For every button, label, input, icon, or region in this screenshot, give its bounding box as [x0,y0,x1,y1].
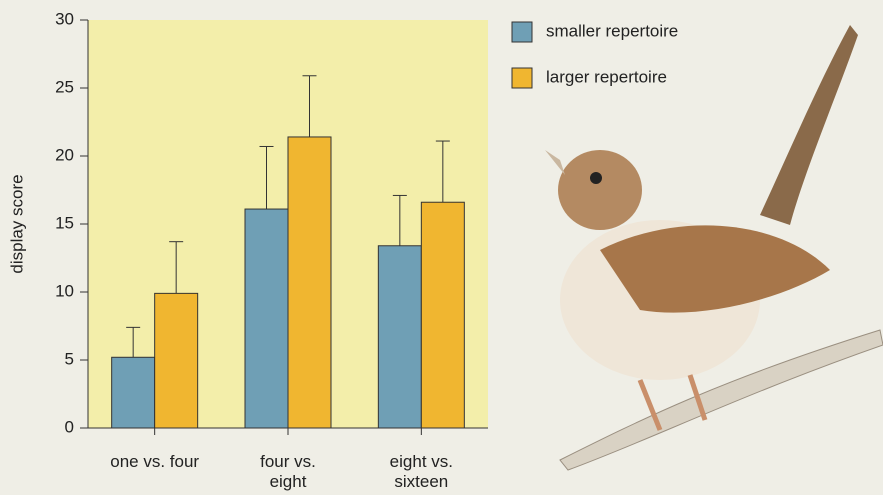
legend-swatch [511,21,533,43]
y-tick-label: 30 [55,9,74,28]
y-tick-label: 0 [65,417,74,436]
bird-illustration [545,25,883,471]
y-tick-label: 10 [55,281,74,300]
bar [377,245,422,429]
x-tick-label: eight vs. sixteen [389,452,453,491]
y-tick-label: 20 [55,145,74,164]
x-tick-label: four vs. eight [260,452,316,491]
bar [420,201,465,429]
y-tick-label: 5 [65,349,74,368]
legend-label: smaller repertoire [546,21,678,40]
y-tick-label: 15 [55,213,74,232]
y-axis-label: display score [7,174,26,273]
bar [244,208,289,429]
y-tick-label: 25 [55,77,74,96]
x-tick-label: one vs. four [110,452,200,471]
bar [111,356,156,429]
legend-label: larger repertoire [546,67,667,86]
bar [287,136,332,429]
bar [154,292,199,429]
legend-swatch [511,67,533,89]
